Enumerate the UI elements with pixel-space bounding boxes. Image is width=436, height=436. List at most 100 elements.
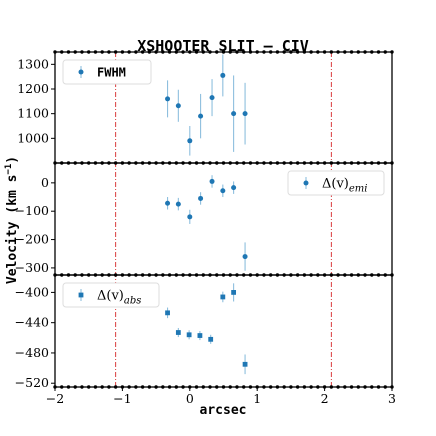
data-point-5: [209, 178, 215, 184]
edge-dot: [174, 50, 179, 54]
edge-dot: [66, 50, 71, 54]
edge-dot: [336, 385, 340, 389]
edge-dot: [302, 50, 307, 54]
data-point-6: [220, 294, 226, 300]
edge-dot: [147, 50, 152, 54]
edge-dot: [93, 50, 98, 54]
y-axis-label-sup: −1: [4, 164, 14, 175]
edge-dot: [154, 50, 158, 54]
edge-dot: [208, 385, 212, 389]
edge-dot: [329, 385, 334, 389]
edge-dot: [363, 50, 367, 54]
edge-dot: [181, 385, 185, 389]
y-tick-label-2: 1100: [17, 106, 49, 121]
edge-dot: [93, 385, 98, 389]
edge-dot: [235, 385, 239, 389]
x-tick-label-5: 2: [321, 391, 329, 406]
data-point-2: [175, 201, 181, 207]
data-point-5: [208, 336, 214, 342]
x-axis-label: arcsec: [200, 403, 247, 418]
legend: Δ(v)emi: [287, 170, 385, 196]
data-point-8: [242, 111, 248, 117]
legend-label-sub: emi: [349, 184, 368, 195]
edge-dot: [295, 50, 300, 54]
edge-dot: [295, 385, 300, 389]
edge-dot: [248, 50, 253, 54]
edge-dot: [167, 385, 172, 389]
data-point-3: [187, 214, 193, 220]
data-point-7: [231, 290, 237, 295]
data-point-6: [220, 188, 226, 194]
legend-label: Δ(v)emi: [322, 177, 368, 195]
legend-marker: [78, 69, 84, 75]
legend-box: [62, 59, 152, 85]
edge-dot: [73, 385, 77, 389]
edge-dot: [282, 385, 286, 389]
edge-dot: [376, 50, 381, 54]
edge-dot: [60, 50, 64, 54]
panel-1: 1000 1100 1200 1300 FWHM: [17, 50, 394, 165]
panels: 1000110012001300FWHM0−100−200−300Δ(v)emi…: [15, 50, 394, 390]
edge-dot: [113, 50, 118, 54]
edge-dot: [268, 385, 273, 389]
edge-dot: [87, 385, 91, 389]
edge-dot: [349, 385, 354, 389]
y-tick-label-4: −520: [15, 375, 49, 390]
data-point-4: [197, 333, 203, 338]
legend: FWHM: [62, 59, 152, 85]
edge-dot: [228, 385, 232, 389]
y-tick-label-3: −480: [15, 345, 49, 360]
x-axis: −2 −1 0 1 2 3: [46, 387, 396, 406]
edge-dot: [235, 50, 239, 54]
data-point-2: [175, 330, 181, 335]
edge-dot: [107, 50, 111, 54]
edge-dot: [383, 385, 387, 389]
y-axis-label-tail: ): [5, 156, 20, 164]
data-point-3: [186, 332, 192, 338]
edge-dot: [309, 50, 313, 54]
edge-dot: [329, 50, 334, 54]
edge-dot: [289, 385, 293, 389]
edge-dot: [363, 385, 367, 389]
legend-label-sub: abs: [124, 296, 142, 307]
edge-dot: [262, 385, 266, 389]
edge-dot: [174, 385, 179, 389]
edge-dot: [140, 50, 145, 54]
x-tick-label-4: 1: [253, 391, 261, 406]
edge-dot: [228, 50, 232, 54]
edge-dot: [134, 385, 138, 389]
edge-dot: [343, 385, 347, 389]
legend-label: FWHM: [97, 66, 126, 80]
edge-dot: [289, 50, 293, 54]
edge-dot: [127, 50, 131, 54]
edge-dot: [188, 50, 192, 54]
edge-dot: [242, 385, 246, 389]
edge-dot: [134, 50, 138, 54]
data-point-8: [242, 361, 248, 367]
y-tick-label-1: 1000: [17, 130, 49, 145]
edge-dot: [87, 50, 91, 54]
data-point-8: [242, 254, 248, 260]
reference-lines: [115, 52, 332, 387]
y-tick-label-2: −100: [15, 203, 49, 218]
edge-dot: [215, 385, 219, 389]
edge-dot: [275, 385, 280, 389]
edge-dot: [221, 385, 226, 389]
edge-dot: [201, 50, 205, 54]
edge-dot: [370, 50, 374, 54]
edge-dot: [282, 50, 286, 54]
edge-dot: [248, 385, 253, 389]
data-point-4: [198, 113, 204, 119]
x-tick-label-2: −1: [113, 391, 131, 406]
edge-dot: [194, 50, 199, 54]
x-tick-label-6: 3: [388, 391, 396, 406]
edge-dot: [80, 385, 84, 389]
edge-dot: [349, 50, 354, 54]
edge-dot: [161, 385, 165, 389]
edge-dot: [66, 385, 71, 389]
edge-dot: [255, 50, 259, 54]
edge-dot: [316, 50, 320, 54]
edge-dot: [113, 385, 118, 389]
edge-dot: [383, 50, 387, 54]
edge-dot: [215, 50, 219, 54]
